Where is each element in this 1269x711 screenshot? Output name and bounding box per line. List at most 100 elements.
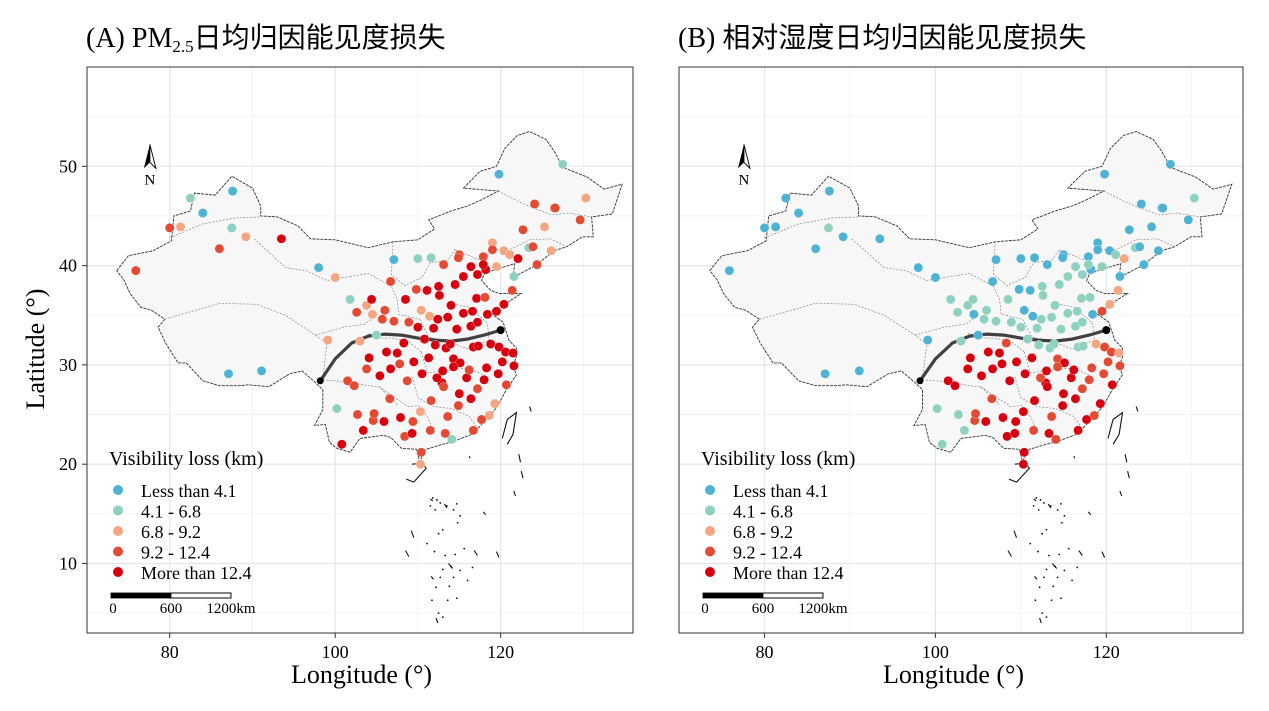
station-point	[313, 262, 324, 273]
island-outline	[520, 470, 524, 479]
island-outline	[1107, 411, 1124, 445]
scs-island	[1041, 612, 1044, 615]
station-point	[943, 376, 953, 386]
station-point	[1063, 271, 1073, 282]
station-point	[952, 307, 963, 318]
station-point	[379, 416, 389, 427]
station-point	[1087, 309, 1098, 320]
island-outline	[435, 617, 439, 624]
legend-label: 6.8 - 9.2	[141, 522, 201, 542]
station-point	[1084, 375, 1094, 385]
legend-label: 4.1 - 6.8	[733, 502, 793, 522]
scs-island	[452, 576, 455, 579]
station-point	[1022, 334, 1033, 344]
north-label: N	[739, 172, 750, 188]
scs-island	[431, 599, 433, 602]
scs-island	[435, 586, 438, 589]
station-point	[484, 410, 494, 421]
station-point	[991, 316, 1001, 326]
station-point	[466, 261, 476, 272]
station-point	[854, 366, 865, 376]
x-tick-label: 80	[755, 642, 773, 662]
province-boundary	[391, 241, 456, 286]
station-point	[932, 403, 942, 414]
province-boundary	[1103, 190, 1201, 218]
province-boundary	[378, 386, 435, 434]
station-point	[438, 381, 449, 392]
station-point	[400, 294, 411, 305]
station-point	[445, 339, 455, 349]
station-point	[1077, 383, 1088, 394]
station-point	[426, 252, 436, 263]
island-outline	[482, 511, 487, 516]
station-point	[424, 311, 435, 321]
station-point	[494, 342, 504, 352]
province-boundary	[411, 376, 479, 430]
station-point	[1110, 249, 1121, 260]
station-point	[442, 312, 453, 322]
province-boundary	[454, 238, 567, 260]
station-point	[1044, 428, 1054, 439]
province-boundary	[914, 314, 980, 336]
station-point	[352, 409, 363, 420]
station-point	[227, 186, 238, 196]
scs-island	[1050, 599, 1053, 602]
scs-island	[1056, 576, 1059, 579]
province-boundary	[922, 379, 1000, 405]
station-point	[770, 222, 781, 232]
legend-swatch	[705, 526, 715, 536]
legend-swatch	[705, 546, 715, 557]
station-point	[369, 408, 379, 419]
station-point	[433, 314, 443, 324]
legend-swatch	[113, 567, 123, 577]
station-point	[1157, 203, 1168, 213]
station-point	[1115, 271, 1125, 282]
scalebar-label: 0	[701, 601, 709, 617]
island-outline	[1039, 617, 1042, 624]
station-point	[1146, 222, 1157, 232]
station-point	[532, 259, 542, 270]
station-point	[337, 439, 347, 450]
province-boundary	[1014, 376, 1084, 430]
station-point	[454, 388, 465, 399]
station-point	[998, 412, 1008, 423]
station-point	[1001, 338, 1012, 348]
station-point	[276, 234, 287, 244]
station-point	[487, 244, 498, 255]
station-point	[539, 222, 550, 232]
station-point	[330, 272, 340, 283]
north-label: N	[144, 172, 155, 188]
station-point	[198, 208, 208, 218]
scalebar-segment	[111, 593, 171, 598]
north-arrow-icon	[743, 144, 751, 170]
station-point	[466, 393, 476, 404]
station-point	[824, 186, 835, 196]
province-boundary	[322, 379, 398, 405]
station-point	[447, 434, 457, 445]
station-point	[497, 357, 508, 367]
legend-swatch	[113, 505, 123, 516]
station-point	[1050, 300, 1060, 311]
scs-island	[455, 597, 458, 600]
station-point	[214, 243, 225, 254]
station-point	[415, 459, 426, 469]
scalebar-frame	[702, 592, 824, 599]
island-outline	[429, 498, 434, 502]
station-point	[442, 411, 453, 422]
station-point	[724, 265, 735, 276]
scs-island	[1042, 576, 1045, 579]
station-point	[1029, 252, 1040, 263]
station-point	[987, 393, 997, 404]
station-point	[349, 380, 359, 391]
legend-label: 4.1 - 6.8	[141, 502, 201, 522]
station-point	[411, 284, 422, 295]
station-point	[478, 259, 489, 270]
station-point	[416, 305, 426, 316]
station-point	[364, 353, 374, 363]
island-outline	[1047, 503, 1052, 509]
station-point	[425, 425, 436, 436]
legend-swatch	[705, 505, 715, 516]
scs-island	[459, 514, 461, 517]
province-boundary	[764, 216, 859, 239]
island-outline	[513, 490, 517, 497]
